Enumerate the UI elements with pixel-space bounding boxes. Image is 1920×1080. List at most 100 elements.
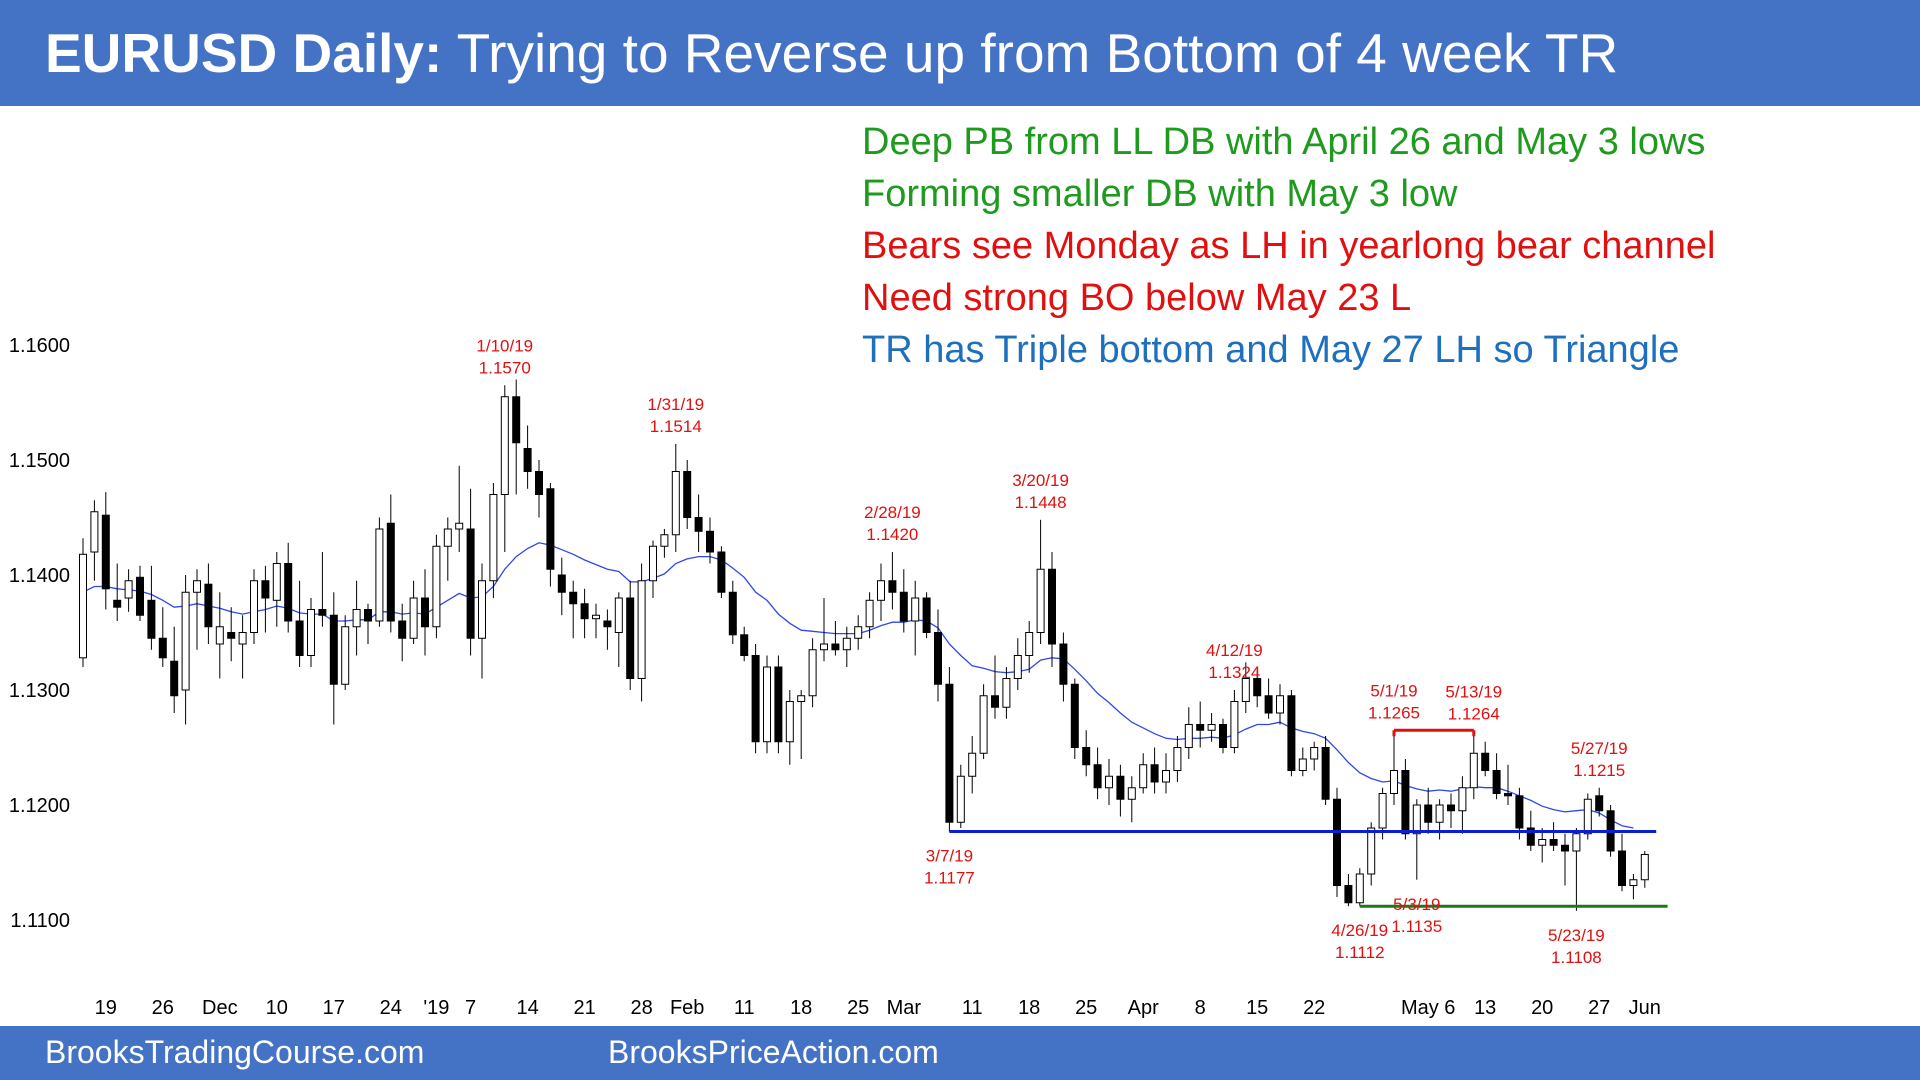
commentary-notes: Deep PB from LL DB with April 26 and May…	[862, 116, 1715, 376]
x-tick-label: 11	[962, 997, 983, 1019]
annotation-date: 5/23/19	[1548, 926, 1605, 945]
candle-body	[478, 580, 486, 639]
candle-body	[603, 620, 612, 628]
candle-body	[922, 597, 931, 633]
x-tick-label: 11	[734, 997, 755, 1019]
x-tick-label: 13	[1474, 997, 1496, 1019]
candle-body	[660, 534, 669, 547]
candle-body	[831, 643, 840, 651]
x-tick-label: 25	[847, 997, 869, 1019]
candle-body	[375, 528, 384, 622]
candle-body	[500, 396, 509, 495]
candle-body	[1515, 795, 1524, 829]
annotation-date: 2/28/19	[864, 503, 921, 522]
candle-body	[569, 591, 578, 605]
x-tick-label: May 6	[1401, 997, 1455, 1019]
x-tick-label: Dec	[202, 997, 238, 1019]
candle-body	[113, 599, 122, 608]
candle-body	[1367, 827, 1376, 875]
footer-bar: BrooksTradingCourse.com BrooksPriceActio…	[0, 1026, 1920, 1080]
candle-body	[1447, 804, 1455, 812]
candle-body	[1207, 724, 1216, 731]
title-symbol: EURUSD Daily:	[45, 22, 443, 84]
candle-body	[1298, 758, 1307, 771]
candle-body	[580, 603, 589, 620]
candle-body	[557, 574, 566, 593]
candle-body	[1230, 701, 1239, 748]
candle-body	[512, 396, 521, 444]
candle-body	[1378, 793, 1387, 829]
candle-body	[808, 649, 817, 697]
candle-body	[717, 551, 726, 593]
x-tick-label: 18	[790, 997, 812, 1019]
candle-body	[1629, 879, 1638, 886]
candle-body	[694, 517, 703, 532]
x-tick-label: Jun	[1629, 997, 1661, 1019]
candle-body	[865, 599, 874, 628]
price-chart: 1.1600 1.1500 1.1400 1.1300 1.1200 1.1100 19 26…	[9, 335, 1668, 1019]
candle-body	[193, 580, 201, 593]
candle-body	[877, 580, 885, 601]
x-tick-label: 22	[1303, 997, 1325, 1019]
candle-body	[398, 620, 407, 639]
candle-body	[740, 634, 749, 656]
candle-body	[842, 637, 851, 651]
footer-right-site: BrooksPriceAction.com	[608, 1034, 939, 1070]
candle-body	[820, 643, 828, 651]
candle-body	[626, 597, 635, 679]
candle-body	[386, 522, 395, 622]
candle-body	[649, 545, 657, 582]
candle-body	[728, 591, 737, 636]
candle-body	[1549, 839, 1558, 846]
annotation-price: 1.1112	[1335, 943, 1384, 962]
candle-body	[1264, 695, 1273, 714]
annotation-price: 1.1265	[1368, 703, 1420, 722]
candle-body	[409, 597, 418, 639]
candle-body	[1276, 695, 1284, 714]
candle-body	[124, 580, 133, 599]
annotation-date: 4/12/19	[1206, 641, 1263, 660]
annotation-price: 1.1324	[1208, 663, 1260, 682]
candle-body	[1116, 775, 1125, 800]
candle-body	[1583, 798, 1592, 835]
candle-body	[1355, 873, 1364, 904]
candle-body	[1241, 678, 1250, 702]
annotation-date: 3/7/19	[926, 846, 973, 865]
candle-body	[170, 660, 179, 697]
candle-body	[329, 614, 338, 685]
y-tick-label: 1.1200	[9, 795, 70, 817]
candle-body	[136, 576, 144, 616]
candle-body	[1618, 850, 1626, 886]
candle-body	[979, 695, 988, 754]
x-tick-label: 14	[516, 997, 538, 1019]
candle-body	[1481, 752, 1490, 771]
candle-body	[250, 580, 258, 633]
candle-body	[774, 666, 783, 743]
candle-body	[227, 632, 236, 639]
x-tick-label: 20	[1531, 997, 1553, 1019]
candle-body	[272, 563, 281, 601]
candle-body	[1184, 724, 1193, 748]
candle-body	[934, 632, 942, 685]
candle-body	[1424, 804, 1433, 823]
footer-left-site: BrooksTradingCourse.com	[45, 1034, 425, 1070]
candle-body	[1595, 795, 1604, 812]
annotation-price: 1.1135	[1391, 917, 1442, 936]
annotation-price: 1.1108	[1551, 948, 1602, 967]
candle-body	[466, 528, 475, 639]
note-line: Need strong BO below May 23 L	[862, 277, 1412, 319]
annotation-price: 1.1215	[1573, 761, 1625, 780]
candle-body	[1469, 752, 1478, 789]
annotation-price: 1.1420	[866, 525, 918, 544]
candle-body	[592, 614, 600, 620]
candle-body	[215, 626, 224, 645]
candle-body	[1492, 770, 1501, 794]
candle-body	[204, 583, 213, 628]
x-tick-label: 15	[1246, 997, 1268, 1019]
x-tick-label: 17	[323, 997, 345, 1019]
candle-body	[945, 683, 954, 823]
candle-body	[899, 591, 908, 622]
x-tick-label: 26	[152, 997, 174, 1019]
candle-body	[1093, 764, 1102, 789]
candle-body	[968, 752, 977, 777]
